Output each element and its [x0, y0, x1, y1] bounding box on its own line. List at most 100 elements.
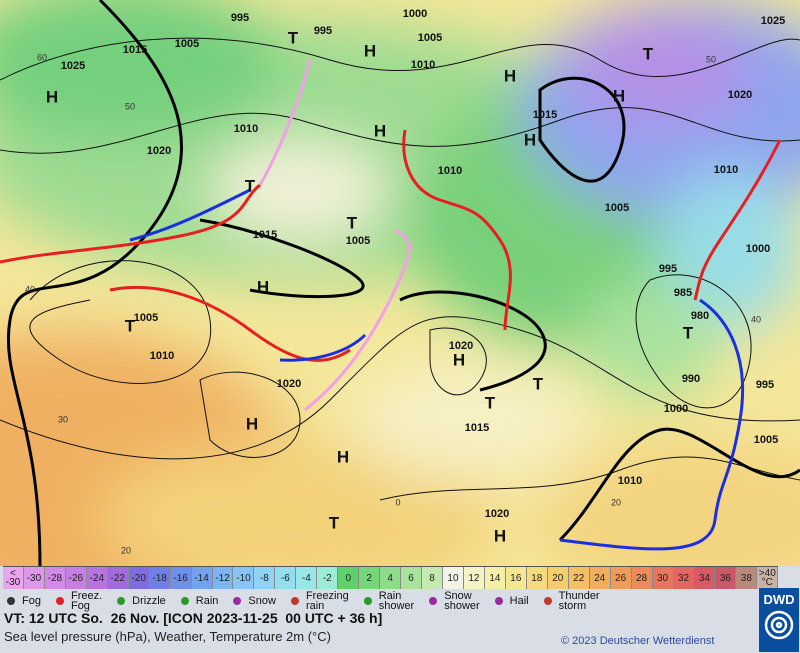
scale-cell: 32 [673, 567, 695, 589]
pressure-label: 980 [691, 310, 709, 322]
pressure-label: 1020 [449, 340, 473, 352]
scale-cell: 20 [547, 567, 569, 589]
legend-icon [117, 597, 126, 605]
fronts [0, 59, 782, 551]
pressure-label: 1015 [123, 44, 147, 56]
pressure-label: 1005 [346, 235, 370, 247]
grid-label: 40 [751, 314, 761, 324]
pressure-label: 1015 [465, 422, 489, 434]
pressure-label: 1000 [746, 243, 770, 255]
grid-label: 60 [37, 52, 47, 62]
pressure-label: 1005 [418, 32, 442, 44]
pressure-label: 1010 [150, 350, 174, 362]
legend-item: Hail [491, 589, 529, 613]
pressure-label: 1005 [605, 202, 629, 214]
scale-cell: -30 [23, 567, 45, 589]
legend-item: Freezing rain [287, 589, 349, 613]
legend-label: Snow shower [444, 590, 480, 612]
temperature-scale: < -30 -30 -28 -26 -24 -22 -20 -18 -16 -14 -12 -10 -8… [3, 566, 779, 589]
legend-icon [363, 597, 372, 605]
pressure-label: 1010 [234, 123, 258, 135]
scale-cell: 18 [526, 567, 548, 589]
scale-cell: -20 [128, 567, 150, 589]
legend-icon [7, 597, 15, 605]
scale-cell: -14 [191, 567, 213, 589]
legend-item: Rain [177, 589, 218, 613]
weather-map: 995 1000 1025 1015 1005 995 1005 1010 1025 1020 10… [0, 0, 800, 566]
scale-cell: 36 [715, 567, 737, 589]
scale-cell: -8 [254, 567, 276, 589]
legend-icon [429, 597, 438, 605]
pressure-center: T [485, 393, 496, 412]
scale-cell: 16 [505, 567, 527, 589]
legend-label: Thunder storm [558, 590, 600, 612]
scale-cell: -26 [65, 567, 87, 589]
legend-item: Snow [229, 589, 276, 613]
grid-label: 40 [25, 284, 35, 294]
grid-label: 50 [706, 54, 716, 64]
pressure-label: 1010 [438, 165, 462, 177]
pressure-label: 990 [682, 373, 700, 385]
scale-cell: 0 [338, 567, 360, 589]
logo-icon [764, 610, 794, 640]
legend-item: Drizzle [113, 589, 166, 613]
temperature-field [0, 0, 800, 566]
legend-item: Rain shower [360, 589, 414, 613]
scale-cell: 38 [736, 567, 758, 589]
description: Sea level pressure (hPa), Weather, Tempe… [4, 629, 331, 644]
pressure-label: 1015 [253, 229, 277, 241]
scale-cell: 2 [359, 567, 381, 589]
grid-label: 20 [121, 545, 131, 555]
pressure-label: 1020 [728, 89, 752, 101]
legend-icon [290, 597, 299, 605]
pressure-label: 995 [231, 12, 249, 24]
pressure-label: 1010 [618, 475, 642, 487]
pressure-center: H [374, 121, 386, 140]
legend-icon [180, 597, 189, 605]
scale-cell: 12 [463, 567, 485, 589]
map-labels: 995 1000 1025 1015 1005 995 1005 1010 1025 1020 10… [25, 8, 785, 555]
scale-cell: 28 [631, 567, 653, 589]
pressure-center: T [533, 374, 544, 393]
scale-cell: -2 [317, 567, 339, 589]
pressure-label: 1000 [403, 8, 427, 20]
scale-cell: 30 [652, 567, 674, 589]
legend-item: Freez. Fog [52, 589, 102, 613]
pressure-label: 1005 [134, 312, 158, 324]
grid-label: 20 [611, 497, 621, 507]
grid-label: 30 [58, 414, 68, 424]
pressure-label: 1010 [714, 164, 738, 176]
pressure-center: H [504, 66, 516, 85]
pressure-label: 1025 [761, 15, 785, 27]
pressure-label: 1025 [61, 60, 85, 72]
scale-cell: 34 [694, 567, 716, 589]
legend-label: Hail [509, 595, 529, 607]
pressure-label: 1005 [754, 434, 778, 446]
scale-cell: 22 [568, 567, 590, 589]
dwd-logo: DWD [759, 588, 799, 652]
scale-cell: -22 [107, 567, 129, 589]
pressure-label: 1010 [411, 59, 435, 71]
scale-cell: >40 °C [757, 567, 779, 589]
pressure-label: 985 [674, 287, 692, 299]
copyright: © 2023 Deutscher Wetterdienst [561, 635, 715, 647]
legend-icon [494, 597, 503, 605]
pressure-center: T [329, 513, 340, 532]
grid-label: 50 [125, 101, 135, 111]
legend-icon [233, 597, 242, 605]
pressure-center: H [46, 87, 58, 106]
legend-icon [543, 597, 552, 605]
pressure-center: H [613, 86, 625, 105]
pressure-center: T [288, 28, 299, 47]
pressure-label: 1020 [485, 508, 509, 520]
scale-cell: -6 [275, 567, 297, 589]
legend-item: Thunder storm [540, 589, 600, 613]
pressure-label: 1015 [533, 109, 557, 121]
scale-cell: 6 [401, 567, 423, 589]
scale-cell: 14 [484, 567, 506, 589]
scale-cell: -18 [149, 567, 171, 589]
pressure-center: T [683, 323, 694, 342]
pressure-center: T [245, 176, 256, 195]
legend-item: Fog [3, 589, 41, 613]
